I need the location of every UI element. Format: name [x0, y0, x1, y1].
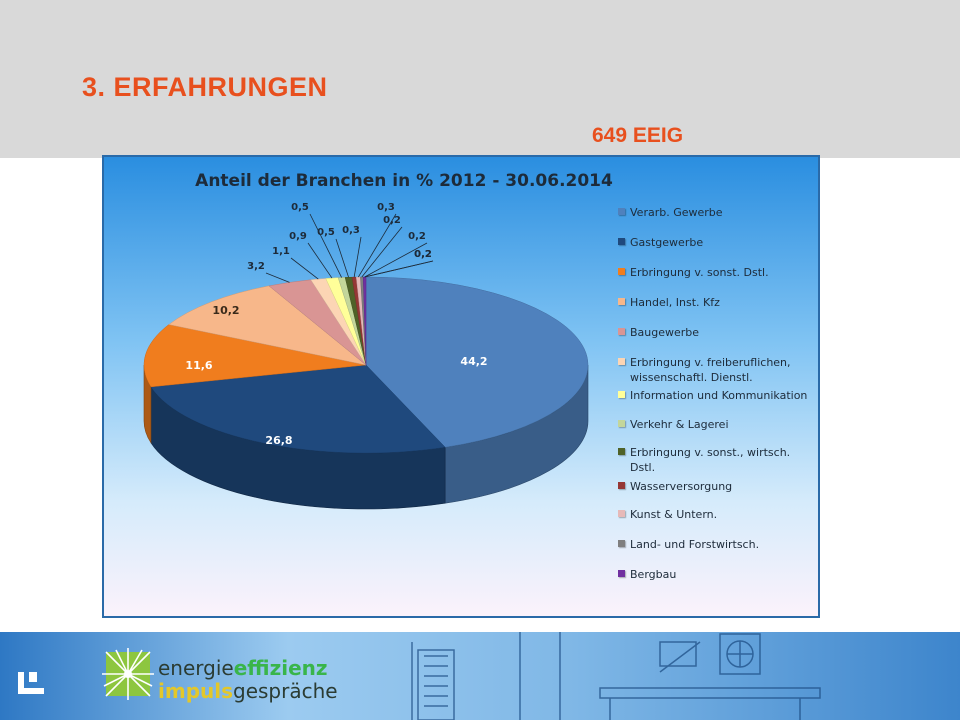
legend-label: Information und Kommunikation	[630, 389, 808, 402]
leader-line	[307, 242, 333, 279]
footer-illustration	[411, 632, 821, 720]
leader-line	[335, 238, 349, 278]
pie-chart: 44,2 26,8 11,6 10,2 3,2 1,1 0,9 0,5 0,5 0,3 0,3 0,2…	[143, 202, 589, 510]
leader-line	[309, 213, 342, 278]
legend-swatch	[618, 268, 625, 275]
leader-line	[357, 213, 397, 278]
legend-label: Bergbau	[630, 568, 677, 581]
data-label-baugewerbe: 3,2	[247, 261, 265, 272]
slide-title: 3. ERFAHRUNGEN	[82, 72, 328, 102]
data-label-erbringung-v-freiberuflichen-wissenschaftl-dienstl: 1,1	[272, 246, 290, 257]
legend-label: Land- und Forstwirtsch.	[630, 538, 760, 551]
legend-swatch	[618, 510, 625, 517]
data-label-gastgewerbe: 26,8	[265, 434, 292, 447]
company-logo-icon	[18, 672, 44, 694]
chart-area: Anteil der Branchen in % 2012 - 30.06.20…	[102, 155, 820, 618]
header-band	[0, 0, 960, 158]
brand-word-effizienz: effizienz	[233, 656, 328, 680]
data-label-extra: 0,2	[414, 249, 432, 260]
leader-line	[364, 242, 428, 278]
legend-swatch	[618, 238, 625, 245]
data-label-verkehr-lagerei: 0,5	[291, 202, 309, 213]
brand-line-2: impulsgespräche	[158, 679, 338, 703]
data-label-wasserversorgung: 0,3	[342, 225, 360, 236]
legend-label: Gastgewerbe	[630, 236, 704, 249]
data-label-land-und-forstwirtsch: 0,2	[383, 215, 401, 226]
data-label-erbringung-v-sonst-dstl: 11,6	[185, 359, 212, 372]
data-label-kunst-untern: 0,3	[377, 202, 395, 213]
legend-label: Baugewerbe	[630, 326, 700, 339]
legend-label: Erbringung v. freiberuflichen, wissensch…	[630, 356, 791, 384]
pie-slice-erbringung-v-sonst-dstl	[143, 324, 367, 388]
legend-swatch	[618, 448, 625, 455]
footer-band	[0, 632, 960, 720]
brand-word-impuls: impuls	[158, 679, 234, 703]
legend-swatch	[618, 298, 625, 305]
brand-word-gespraeche: gespräche	[233, 679, 338, 703]
leader-line	[353, 236, 362, 278]
legend-label: Erbringung v. sonst., wirtsch. Dstl.	[630, 446, 791, 474]
leader-line	[361, 226, 403, 278]
pie-slice-handel-inst-kfz	[168, 285, 367, 366]
leader-line	[265, 272, 290, 283]
data-label-verarb-gewerbe: 44,2	[460, 355, 487, 368]
legend-label: Verarb. Gewerbe	[630, 206, 723, 219]
legend-label: Erbringung v. sonst. Dstl.	[630, 266, 769, 279]
data-label-bergbau: 0,2	[408, 231, 426, 242]
chart-title: Anteil der Branchen in % 2012 - 30.06.20…	[195, 171, 613, 191]
brand-word-energie: energie	[158, 656, 234, 680]
slide-subtitle: 649 EEIG	[592, 124, 684, 147]
pie-slice-verarb-gewerbe	[365, 276, 589, 448]
legend-swatch	[618, 570, 625, 577]
legend-swatch	[618, 328, 625, 335]
leader-line	[364, 260, 434, 278]
legend-swatch	[618, 358, 625, 365]
leader-line	[290, 257, 319, 280]
legend-swatch	[618, 540, 625, 547]
brand-logo: energieeffizienz impulsgespräche	[100, 646, 338, 706]
legend-label: Handel, Inst. Kfz	[630, 296, 720, 309]
legend-swatch	[618, 391, 625, 398]
legend-label: Verkehr & Lagerei	[630, 418, 729, 431]
legend-label: Wasserversorgung	[630, 480, 733, 493]
data-label-extra: 0,2	[414, 249, 432, 260]
legend-swatch	[618, 208, 625, 215]
data-label-erbringung-v-sonst-wirtsch-dstl: 0,5	[317, 227, 335, 238]
legend-label: Kunst & Untern.	[630, 508, 718, 521]
brand-line-1: energieeffizienz	[158, 656, 328, 680]
data-label-information-und-kommunikation: 0,9	[289, 231, 307, 242]
pie-slice-gastgewerbe	[150, 364, 446, 454]
energy-burst-icon	[102, 648, 154, 700]
legend-swatch	[618, 420, 625, 427]
legend-swatch	[618, 482, 625, 489]
data-label-handel-inst-kfz: 10,2	[212, 304, 239, 317]
